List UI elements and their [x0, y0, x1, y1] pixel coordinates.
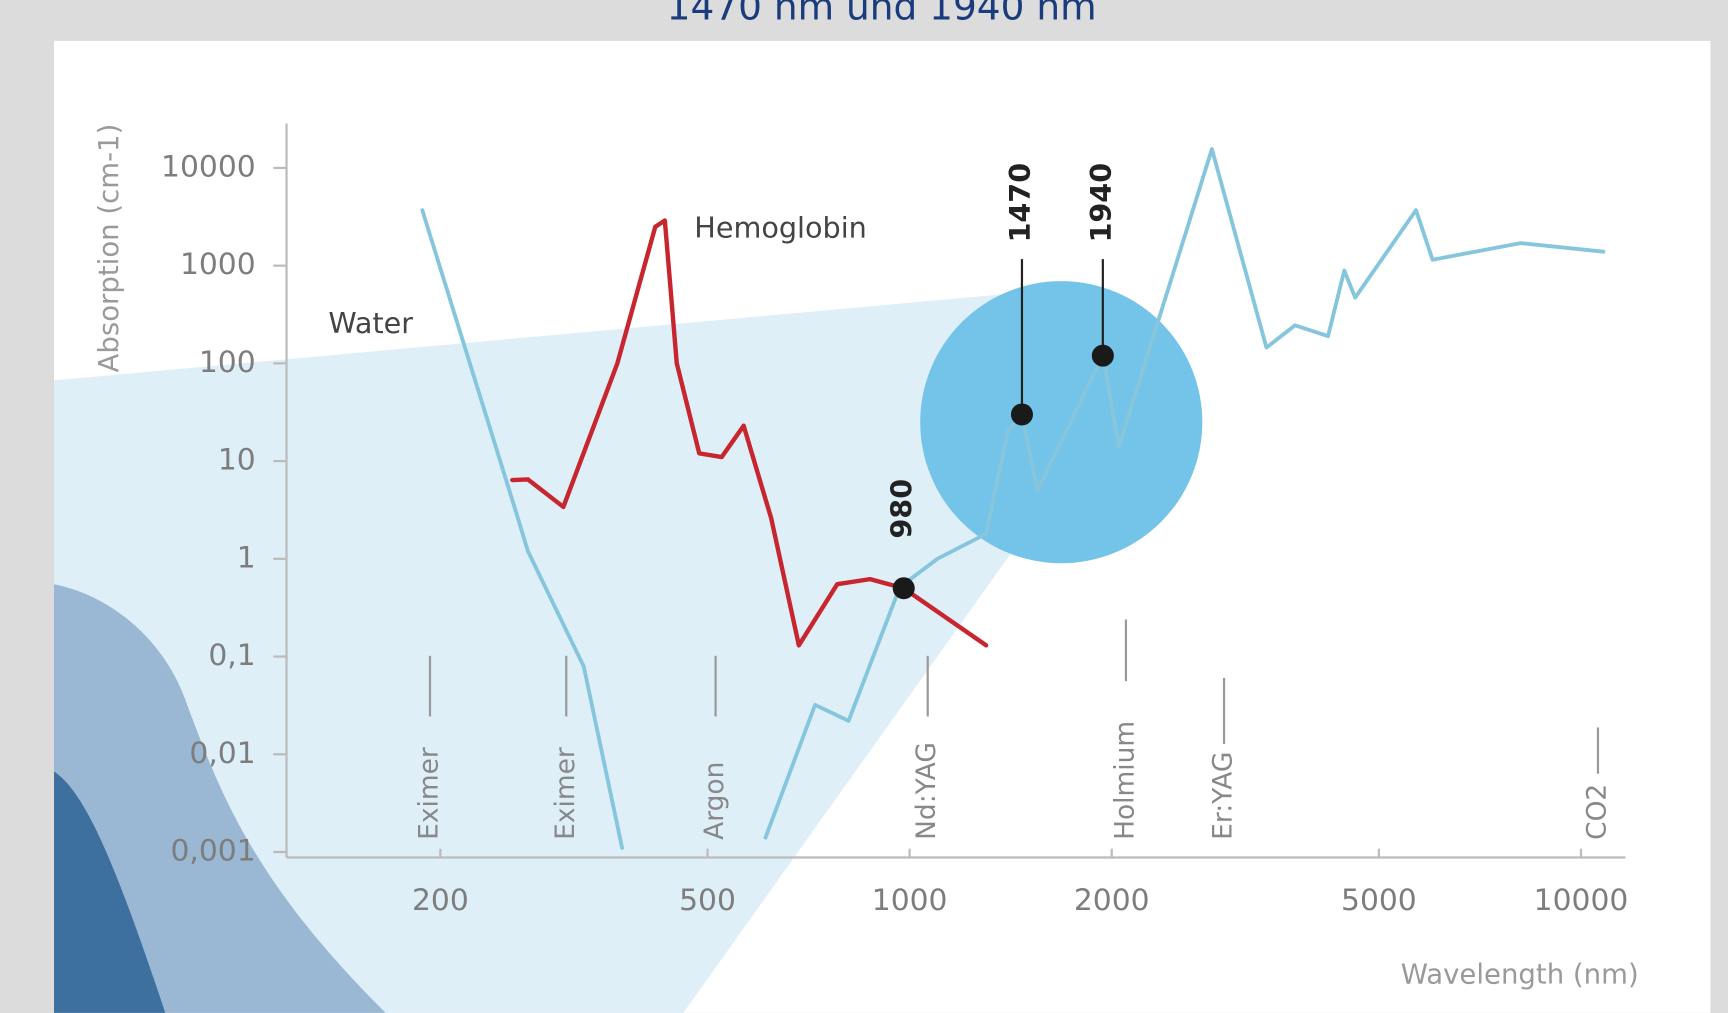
laser-label: Holmium: [1109, 721, 1140, 840]
x-tick-label: 10000: [1534, 883, 1629, 918]
x-tick-label: 1000: [872, 883, 948, 918]
x-tick-label: 5000: [1341, 883, 1417, 918]
y-tick-label: 0,01: [189, 736, 255, 771]
decor-blob: [54, 584, 386, 1013]
laser-label: Argon: [699, 762, 730, 840]
marker-label: 1470: [1003, 163, 1037, 243]
marker-point: [1091, 344, 1114, 367]
y-tick-label: 1000: [180, 247, 256, 282]
marker-label: 1940: [1084, 163, 1118, 243]
chart-title: 1470 nm und 1940 nm: [667, 0, 1097, 28]
y-tick-label: 0,1: [208, 638, 255, 673]
laser-label: Eximer: [413, 747, 444, 840]
series-label: Water: [328, 306, 413, 340]
decor-blob-dark: [54, 771, 166, 1013]
x-tick-label: 500: [679, 883, 736, 918]
series-label: Hemoglobin: [694, 210, 867, 244]
y-axis-label: Absorption (cm-1): [93, 124, 125, 373]
y-tick-label: 100: [199, 345, 256, 380]
laser-label: Nd:YAG: [911, 742, 942, 840]
laser-label: CO2: [1581, 784, 1612, 840]
x-tick-label: 200: [412, 883, 469, 918]
laser-label: Er:YAG: [1208, 752, 1239, 840]
marker-label: 980: [885, 479, 919, 539]
y-tick-label: 1: [237, 540, 256, 575]
marker-point: [892, 577, 915, 600]
laser-label: Eximer: [550, 747, 581, 840]
beam: [54, 288, 1147, 1013]
y-tick-label: 10: [218, 443, 256, 478]
x-axis-label: Wavelength (nm): [1401, 958, 1639, 990]
series-line: [510, 218, 989, 648]
marker-point: [1010, 403, 1033, 426]
y-tick-label: 0,001: [171, 833, 256, 868]
highlight-circle: [920, 281, 1203, 564]
x-tick-label: 2000: [1074, 883, 1150, 918]
y-tick-label: 10000: [161, 149, 256, 184]
